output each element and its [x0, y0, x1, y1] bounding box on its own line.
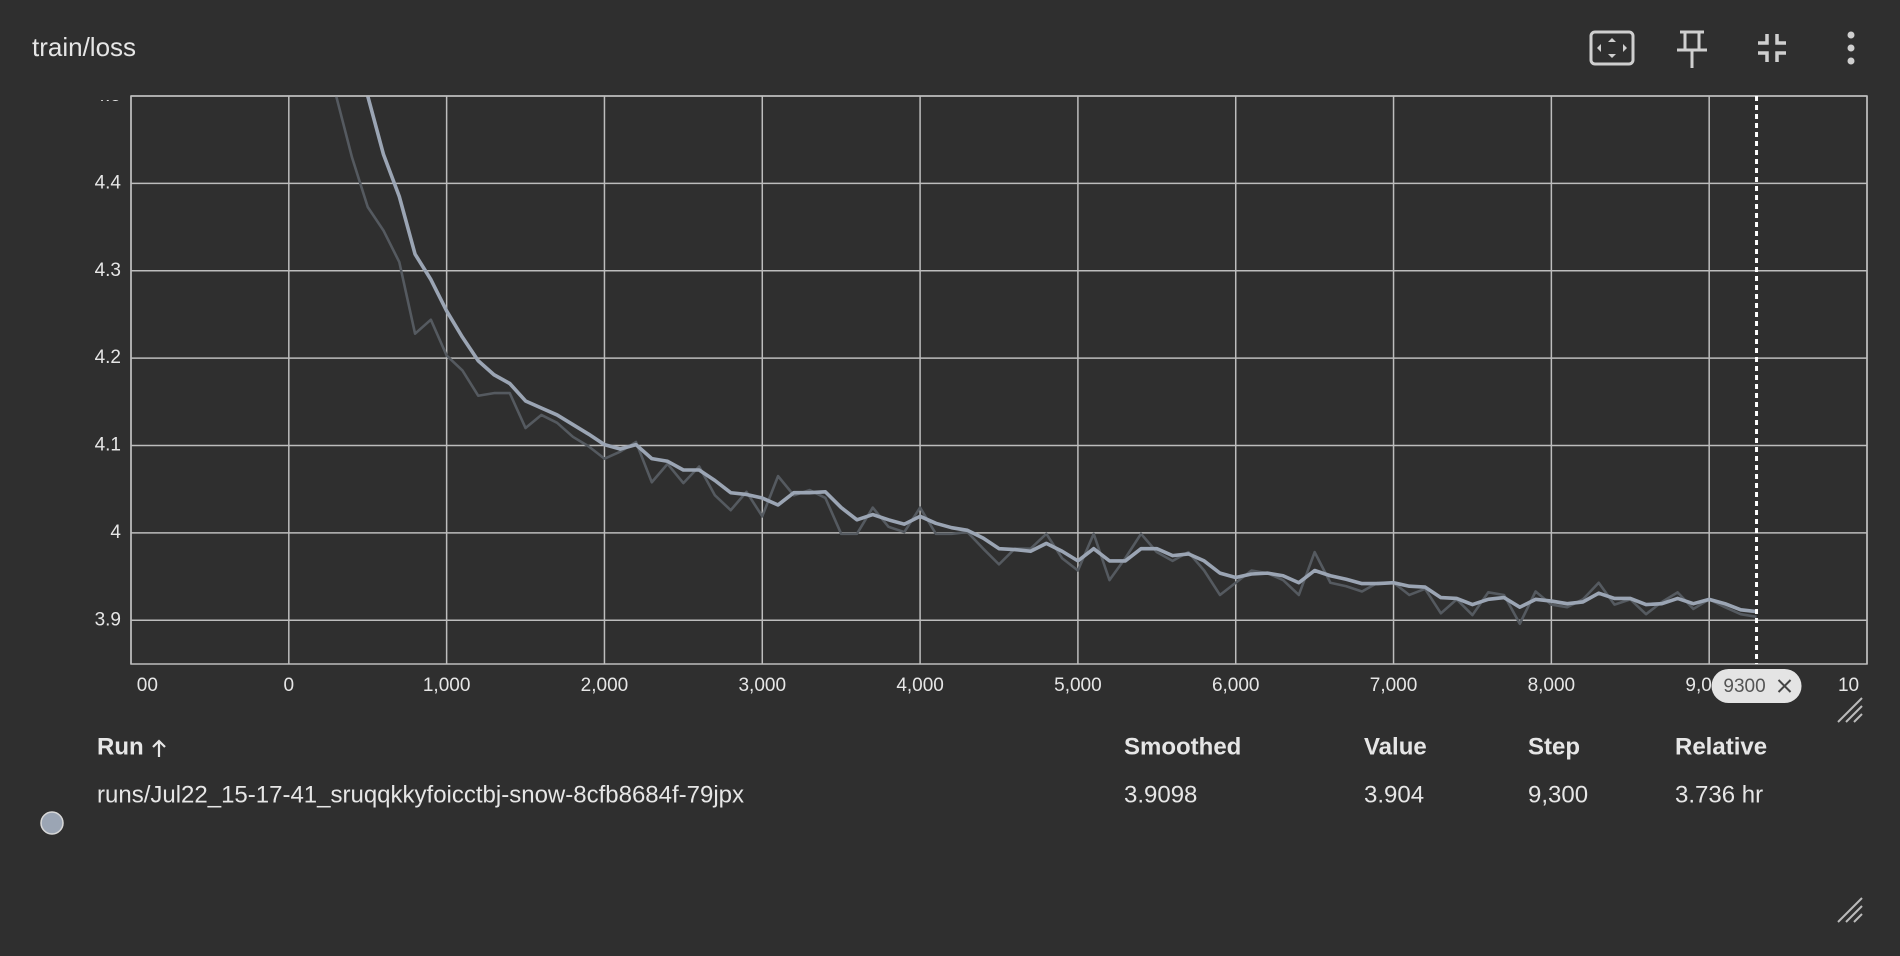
- x-axis-labels: -1,000 0 1,000 2,000 3,000 4,000 5,000 6,000 7,0…: [104, 675, 1896, 696]
- resize-handle[interactable]: [1837, 897, 1863, 923]
- table-header[interactable]: Relative: [1675, 733, 1767, 760]
- y-axis-labels: 3.9 4 4.1 4.2 4.3 4.4 4.5: [95, 85, 122, 630]
- series-line: [365, 96, 1757, 614]
- x-tick-label: 6,000: [1212, 675, 1260, 696]
- cursor: 9300: [1711, 96, 1802, 703]
- table-cell: 3.904: [1364, 781, 1424, 808]
- y-tick-label: 4.2: [95, 347, 121, 368]
- series-line: [334, 96, 1757, 626]
- x-tick-label: 5,000: [1054, 675, 1102, 696]
- table-header[interactable]: Step: [1528, 733, 1580, 760]
- x-tick-label: 2,000: [581, 675, 629, 696]
- sort-icon: [152, 739, 166, 757]
- data-table: Run Smoothed Value Step Relative runs/Ju…: [40, 733, 1767, 835]
- plot-border: [130, 95, 1868, 665]
- table-header[interactable]: Run: [97, 733, 144, 760]
- y-tick-label: 4: [110, 522, 121, 543]
- collapse-button[interactable]: [1758, 34, 1786, 62]
- x-tick-label: 7,000: [1370, 675, 1418, 696]
- table-header[interactable]: Smoothed: [1124, 733, 1241, 760]
- table-cell: 3.9098: [1124, 781, 1197, 808]
- y-tick-label: 4.4: [95, 172, 122, 193]
- x-tick-label: 8,000: [1528, 675, 1576, 696]
- y-tick-label: 4.3: [95, 260, 121, 281]
- x-tick-label: 1,000: [423, 675, 471, 696]
- x-tick-label: -1,000: [104, 675, 158, 696]
- cursor-step-label: 9300: [1723, 676, 1765, 697]
- x-tick-label: 0: [284, 675, 295, 696]
- plot-lines: [334, 96, 1757, 626]
- resize-handle[interactable]: [1837, 697, 1863, 723]
- fit-domain-button[interactable]: [1589, 30, 1635, 66]
- run-color[interactable]: [40, 811, 64, 835]
- x-tick-label: 3,000: [738, 675, 786, 696]
- table-cell: 9,300: [1528, 781, 1588, 808]
- y-tick-label: 3.9: [95, 609, 121, 630]
- cursor-chip: [1711, 669, 1802, 703]
- table-cell: 3.736 hr: [1675, 781, 1763, 808]
- x-tick-label: 4,000: [896, 675, 944, 696]
- chart-title: train/loss: [32, 32, 136, 62]
- y-tick-label: 4.5: [95, 85, 121, 106]
- cursor-close[interactable]: [1777, 679, 1792, 693]
- more-button[interactable]: [1847, 31, 1855, 65]
- y-tick-label: 4.1: [95, 435, 121, 456]
- x-tick-label: 10,000: [1838, 675, 1896, 696]
- pin-button[interactable]: [1677, 30, 1707, 68]
- run-name: runs/Jul22_15-17-41_sruqqkkyfoicctbj-sno…: [97, 781, 744, 808]
- table-header[interactable]: Value: [1364, 733, 1427, 760]
